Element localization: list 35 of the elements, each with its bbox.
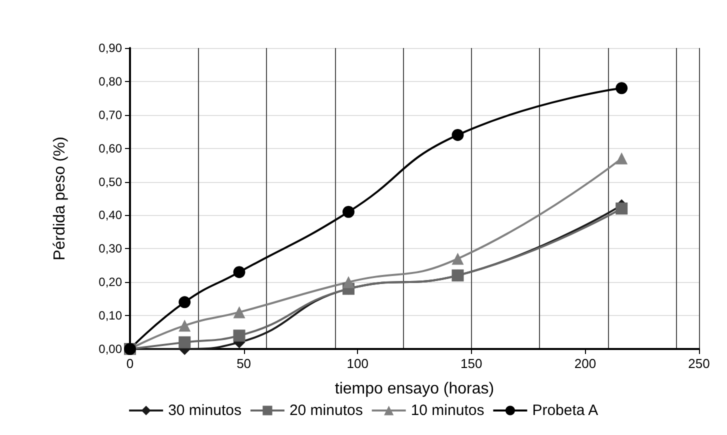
y-tick-label: 0,90 (98, 41, 122, 55)
x-tick-label: 0 (126, 356, 134, 371)
point (178, 336, 191, 348)
point (616, 82, 628, 94)
point (616, 202, 628, 215)
point (342, 206, 354, 218)
x-tick-label: 250 (688, 356, 710, 371)
point (178, 296, 191, 308)
legend-label: 20 minutos (289, 402, 363, 419)
y-tick-label: 0,50 (98, 174, 122, 189)
point (233, 330, 246, 342)
point (342, 276, 354, 288)
point (233, 306, 246, 318)
point (452, 252, 464, 265)
x-tick-label: 100 (346, 356, 368, 371)
y-tick-label: 0,70 (98, 108, 122, 122)
legend-label: Probeta A (532, 402, 598, 419)
x-tick-label: 150 (460, 356, 482, 371)
y-axis-title: Pérdida peso (%) (52, 136, 68, 260)
y-tick-label: 0,30 (98, 242, 122, 256)
point (233, 266, 246, 278)
x-axis-title: tiempo ensayo (horas) (334, 380, 494, 398)
y-tick-label: 0,20 (98, 275, 122, 290)
y-tick-label: 0,40 (98, 208, 122, 222)
point (616, 152, 628, 164)
y-tick-label: 0,00 (98, 342, 122, 356)
x-tick-label: 200 (574, 356, 596, 371)
point (178, 320, 191, 332)
legend-label: 10 minutos (410, 402, 484, 419)
legend-label: 30 minutos (168, 402, 242, 419)
x-tick-label: 50 (236, 356, 252, 371)
y-tick-label: 0,60 (98, 141, 122, 156)
y-tick-label: 0,10 (98, 308, 122, 323)
y-tick-label: 0,80 (98, 74, 122, 88)
point (452, 128, 464, 141)
